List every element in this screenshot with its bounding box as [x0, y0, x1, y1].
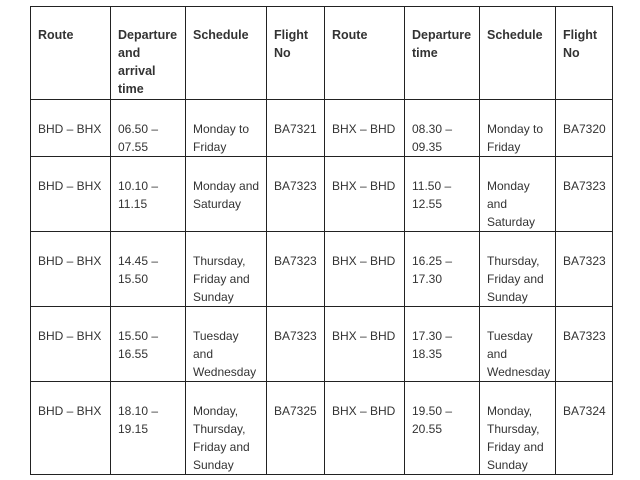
cell-return-flight-no: BA7323	[555, 231, 613, 307]
table-row: BHD – BHX 14.45 – 15.50 Thursday, Friday a…	[30, 231, 613, 307]
cell-return-schedule: Monday and Saturday	[479, 156, 556, 232]
cell-times: 15.50 – 16.55	[110, 306, 186, 382]
cell-return-route: BHX – BHD	[324, 231, 405, 307]
cell-times: 06.50 – 07.55	[110, 99, 186, 157]
cell-return-times: 19.50 – 20.55	[404, 381, 480, 475]
cell-route: BHD – BHX	[30, 156, 111, 232]
header-row: Route Departure and arrival time Schedul…	[30, 6, 613, 100]
cell-times: 18.10 – 19.15	[110, 381, 186, 475]
header-departure-arrival-time: Departure and arrival time	[110, 6, 186, 100]
cell-flight-no: BA7325	[266, 381, 325, 475]
cell-schedule: Monday, Thursday, Friday and Sunday	[185, 381, 267, 475]
table-row: BHD – BHX 10.10 – 11.15 Monday and Saturda…	[30, 156, 613, 232]
cell-return-schedule: Tuesday and Wednesday	[479, 306, 556, 382]
cell-return-flight-no: BA7323	[555, 156, 613, 232]
cell-return-times: 16.25 – 17.30	[404, 231, 480, 307]
cell-return-route: BHX – BHD	[324, 306, 405, 382]
cell-route: BHD – BHX	[30, 381, 111, 475]
cell-schedule: Monday to Friday	[185, 99, 267, 157]
cell-times: 10.10 – 11.15	[110, 156, 186, 232]
table-row: BHD – BHX 15.50 – 16.55 Tuesday and Wednes…	[30, 306, 613, 382]
cell-return-times: 17.30 – 18.35	[404, 306, 480, 382]
cell-schedule: Tuesday and Wednesday	[185, 306, 267, 382]
cell-return-flight-no: BA7320	[555, 99, 613, 157]
header-return-route: Route	[324, 6, 405, 100]
cell-return-route: BHX – BHD	[324, 156, 405, 232]
cell-return-times: 11.50 – 12.55	[404, 156, 480, 232]
cell-schedule: Thursday, Friday and Sunday	[185, 231, 267, 307]
cell-return-times: 08.30 – 09.35	[404, 99, 480, 157]
header-return-departure-time: Departure time	[404, 6, 480, 100]
header-schedule: Schedule	[185, 6, 267, 100]
cell-return-schedule: Monday to Friday	[479, 99, 556, 157]
cell-return-schedule: Thursday, Friday and Sunday	[479, 231, 556, 307]
cell-return-flight-no: BA7324	[555, 381, 613, 475]
header-flight-no: Flight No	[266, 6, 325, 100]
cell-schedule: Monday and Saturday	[185, 156, 267, 232]
cell-flight-no: BA7321	[266, 99, 325, 157]
cell-route: BHD – BHX	[30, 231, 111, 307]
cell-return-flight-no: BA7323	[555, 306, 613, 382]
cell-route: BHD – BHX	[30, 306, 111, 382]
cell-return-schedule: Monday, Thursday, Friday and Sunday	[479, 381, 556, 475]
cell-return-route: BHX – BHD	[324, 381, 405, 475]
cell-route: BHD – BHX	[30, 99, 111, 157]
cell-flight-no: BA7323	[266, 306, 325, 382]
cell-flight-no: BA7323	[266, 156, 325, 232]
flight-schedule-table: Route Departure and arrival time Schedul…	[30, 6, 613, 475]
table-row: BHD – BHX 06.50 – 07.55 Monday to Friday BA…	[30, 99, 613, 157]
cell-return-route: BHX – BHD	[324, 99, 405, 157]
cell-flight-no: BA7323	[266, 231, 325, 307]
header-route: Route	[30, 6, 111, 100]
header-return-flight-no: Flight No	[555, 6, 613, 100]
header-return-schedule: Schedule	[479, 6, 556, 100]
cell-times: 14.45 – 15.50	[110, 231, 186, 307]
table-row: BHD – BHX 18.10 – 19.15 Monday, Thursday, …	[30, 381, 613, 475]
